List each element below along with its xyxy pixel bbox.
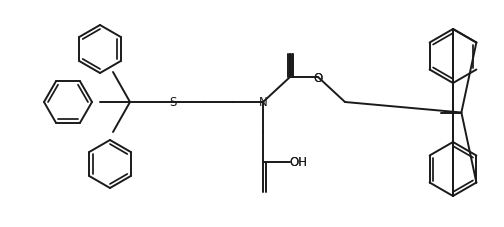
Text: OH: OH bbox=[289, 156, 307, 169]
Text: S: S bbox=[169, 96, 177, 109]
Text: N: N bbox=[259, 96, 268, 109]
Text: O: O bbox=[313, 71, 323, 84]
Text: O: O bbox=[313, 71, 323, 84]
Text: OH: OH bbox=[289, 156, 307, 169]
